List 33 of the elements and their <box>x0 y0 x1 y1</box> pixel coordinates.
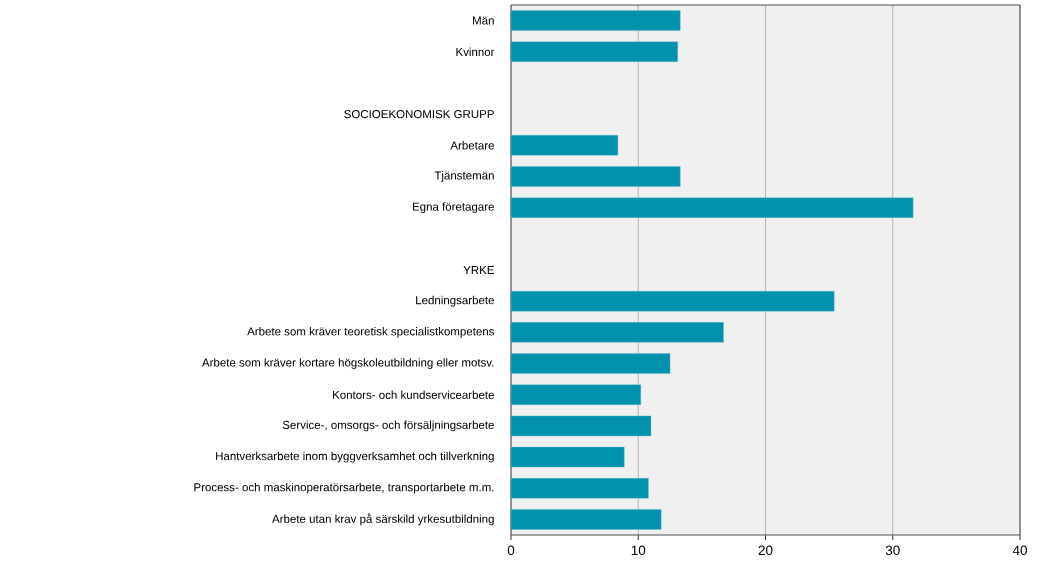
y-tick-label: Tjänstemän <box>434 171 494 182</box>
x-tick-label: 0 <box>507 545 515 556</box>
bar <box>511 322 724 343</box>
bar <box>511 10 681 31</box>
y-tick-label: Service-, omsorgs- och försäljningsarbete <box>282 420 494 432</box>
bar <box>511 446 625 468</box>
y-tick-label: Process- och maskinoperatörsarbete, transportarbete m.m. <box>194 482 494 494</box>
bar <box>511 384 641 405</box>
bar <box>511 166 681 187</box>
y-tick-label: Arbete som kräver teoretisk specialistkompetens <box>247 327 495 338</box>
y-tick-label: Hantverksarbete inom byggverksamhet och tillverkning <box>216 451 494 463</box>
bar <box>511 135 619 156</box>
bar <box>511 353 671 374</box>
x-tick-label: 20 <box>758 545 773 556</box>
y-tick-label: Kontors- och kundservicearbete <box>333 390 494 399</box>
x-tick-label: 30 <box>885 545 900 556</box>
y-tick-label: Ledningsarbete <box>416 295 494 307</box>
bar <box>511 415 652 437</box>
bar <box>511 290 835 312</box>
y-tick-label: Arbete utan krav på särskild yrkesutbildning <box>272 513 494 526</box>
bar <box>511 41 678 62</box>
x-tick-label: 10 <box>631 545 646 556</box>
bar <box>511 478 649 499</box>
y-tick-label: Arbete som kräver kortare högskoleutbildning eller motsv. <box>201 358 494 369</box>
y-tick-label: Män <box>473 16 494 25</box>
y-tick-label: Egna företagare <box>412 202 494 214</box>
y-tick-label: Arbetare <box>450 141 494 150</box>
y-tick-label: Kvinnor <box>456 47 495 56</box>
x-tick-label: 40 <box>1012 545 1027 556</box>
bar <box>511 197 914 218</box>
y-tick-label: SOCIOEKONOMISK GRUPP <box>344 110 494 119</box>
y-tick-label: YRKE <box>463 266 494 274</box>
bar <box>511 509 662 530</box>
